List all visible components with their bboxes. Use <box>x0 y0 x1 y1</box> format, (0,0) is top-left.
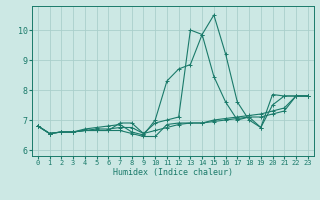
X-axis label: Humidex (Indice chaleur): Humidex (Indice chaleur) <box>113 168 233 177</box>
